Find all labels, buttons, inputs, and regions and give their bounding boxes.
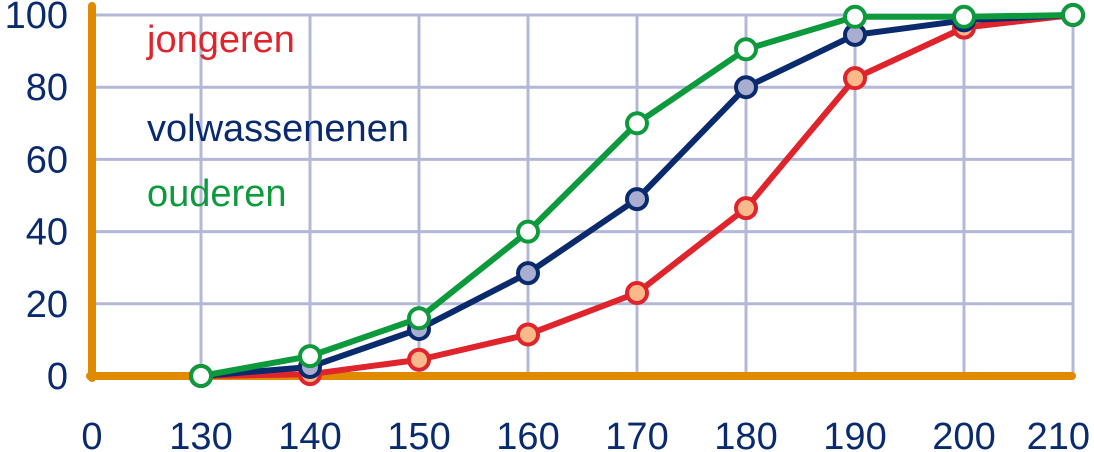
x-tick-label: 210 <box>1027 416 1090 452</box>
y-tick-label: 40 <box>26 212 68 254</box>
y-tick-label: 0 <box>47 356 68 398</box>
legend: jongeren volwassenenen ouderen <box>146 19 409 215</box>
y-tick-label: 100 <box>5 0 68 37</box>
data-point-ouderen <box>952 4 976 29</box>
x-tick-label: 200 <box>932 416 995 452</box>
data-point-ouderen <box>625 111 649 136</box>
x-tick-label: 130 <box>169 416 232 452</box>
legend-entry-jongeren: jongeren <box>146 19 295 61</box>
data-point-jongeren <box>843 66 867 91</box>
data-point-ouderen <box>1061 3 1085 27</box>
data-point-ouderen <box>843 4 867 29</box>
x-tick-label: 180 <box>714 416 777 452</box>
y-tick-label: 20 <box>26 284 68 326</box>
data-point-volwassenenen <box>516 261 540 286</box>
data-point-ouderen <box>407 306 431 331</box>
data-point-ouderen <box>734 37 758 62</box>
series-markers <box>189 3 1085 388</box>
data-point-jongeren <box>625 280 649 305</box>
tick-labels: 0 20 40 60 80 100 0 130 140 150 160 170 180 190 200 210 <box>5 0 1090 452</box>
x-tick-label: 140 <box>278 416 341 452</box>
x-tick-label: 170 <box>605 416 668 452</box>
x-tick-label: 150 <box>387 416 450 452</box>
x-tick-label: 190 <box>823 416 886 452</box>
data-point-volwassenenen <box>625 187 649 212</box>
data-point-volwassenenen <box>734 75 758 100</box>
legend-entry-ouderen: ouderen <box>147 173 286 215</box>
y-tick-label: 60 <box>26 139 68 181</box>
data-point-jongeren <box>516 322 540 347</box>
x-tick-label: 0 <box>81 416 102 452</box>
data-point-ouderen <box>298 344 322 369</box>
data-point-ouderen <box>516 219 540 244</box>
legend-entry-volwassenenen: volwassenenen <box>147 108 409 150</box>
y-tick-label: 80 <box>26 67 68 109</box>
x-tick-label: 160 <box>496 416 559 452</box>
data-point-jongeren <box>407 347 431 372</box>
data-point-jongeren <box>734 196 758 221</box>
data-point-ouderen <box>189 364 213 388</box>
